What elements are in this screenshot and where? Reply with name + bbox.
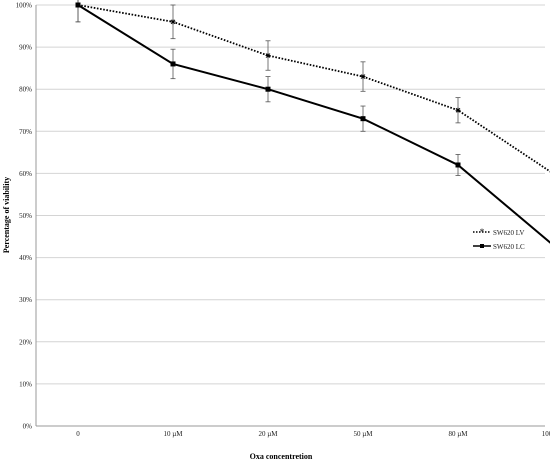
y-tick-label: 70% bbox=[19, 128, 32, 136]
x-tick-label: 100 µM bbox=[542, 430, 550, 438]
y-tick-label: 60% bbox=[19, 170, 32, 178]
series-group bbox=[75, 0, 550, 244]
x-tick-label: 10 µM bbox=[163, 430, 183, 438]
data-point bbox=[75, 2, 81, 8]
legend: * SW620 LV SW620 LC bbox=[473, 227, 525, 251]
data-point bbox=[265, 86, 271, 92]
data-point bbox=[170, 19, 176, 25]
marker-stroke bbox=[360, 74, 366, 79]
marker-stroke bbox=[170, 19, 176, 25]
y-tick-label: 100% bbox=[16, 2, 33, 10]
y-tick-label: 10% bbox=[19, 380, 32, 388]
y-tick-label: 20% bbox=[19, 338, 32, 346]
y-tick-label: 0% bbox=[23, 423, 33, 431]
y-tick-label: 30% bbox=[19, 296, 32, 304]
legend-marker-lv: * bbox=[480, 227, 485, 237]
x-tick-labels: 0 10 µM 20 µM 50 µM 80 µM 100 µM bbox=[76, 430, 550, 438]
x-tick-label: 0 bbox=[76, 430, 80, 438]
series-lc bbox=[75, 0, 550, 244]
marker-stroke bbox=[455, 107, 461, 113]
x-axis-title: Oxa concentretion bbox=[250, 452, 313, 461]
data-point bbox=[360, 74, 366, 80]
x-tick-label: 20 µM bbox=[258, 430, 278, 438]
series-line bbox=[77, 4, 550, 244]
series-line bbox=[77, 4, 550, 173]
data-point bbox=[265, 53, 271, 59]
legend-label-lc: SW620 LC bbox=[493, 243, 525, 251]
y-axis-title: Percentage of viability bbox=[2, 177, 11, 253]
data-point bbox=[455, 107, 461, 113]
x-tick-label: 80 µM bbox=[448, 430, 468, 438]
data-point bbox=[170, 61, 176, 67]
x-tick-label: 50 µM bbox=[353, 430, 373, 438]
legend-label-lv: SW620 LV bbox=[493, 229, 524, 237]
y-tick-label: 50% bbox=[19, 212, 32, 220]
gridlines bbox=[35, 4, 545, 427]
series-lv bbox=[75, 0, 550, 173]
legend-marker-lc bbox=[480, 244, 484, 248]
y-tick-label: 80% bbox=[19, 86, 32, 94]
y-tick-label: 90% bbox=[19, 44, 32, 52]
y-tick-label: 40% bbox=[19, 254, 32, 262]
y-tick-labels: 0% 10% 20% 30% 40% 50% 60% 70% 80% 90% 100% bbox=[16, 2, 33, 431]
data-point bbox=[455, 162, 461, 168]
data-point bbox=[360, 116, 366, 122]
marker-stroke bbox=[265, 53, 271, 58]
